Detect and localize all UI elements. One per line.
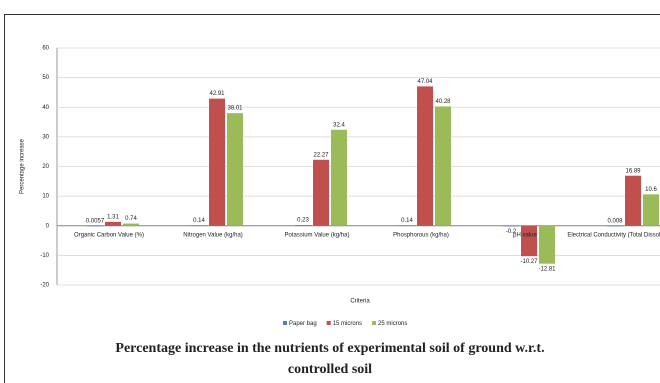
data-label: 40.28 <box>435 99 451 105</box>
y-tick-label: 40 <box>42 105 49 111</box>
caption-line-2: controlled soil <box>288 362 372 377</box>
y-tick-label: 0 <box>46 223 50 229</box>
data-label: 0.23 <box>297 218 309 224</box>
x-tick-label: Nitrogen Value (kg/ha) <box>183 232 243 238</box>
chart: -20 -10 0 10 20 30 40 50 60 Percentage increase Cr… <box>20 46 660 327</box>
legend-swatch <box>372 321 377 325</box>
y-tick-label: 20 <box>42 164 49 170</box>
bar <box>417 86 433 226</box>
y-tick-label: 10 <box>42 194 49 200</box>
bar <box>313 159 329 226</box>
bar <box>607 225 623 227</box>
legend-swatch <box>283 321 287 325</box>
bar <box>503 225 519 227</box>
bar <box>295 225 311 226</box>
bar <box>435 106 451 226</box>
data-label: 16.89 <box>625 168 641 174</box>
bar <box>539 225 555 264</box>
legend-swatch <box>326 321 331 325</box>
data-label: 32.4 <box>333 122 345 128</box>
bar <box>191 225 207 226</box>
x-tick-label: Potassium Value (kg/ha) <box>285 232 350 238</box>
data-label: 0.14 <box>401 218 413 224</box>
bar <box>643 194 659 226</box>
bar <box>625 175 641 226</box>
bar <box>227 113 243 226</box>
legend-label: 25 microns <box>378 321 407 327</box>
legend-label: Paper bag <box>289 321 317 327</box>
x-tick-label: Organic Carbon Value (%) <box>74 232 144 238</box>
data-label: 42.91 <box>209 91 225 97</box>
data-label: 0.0057 <box>86 218 105 224</box>
data-label: 22.27 <box>313 152 329 158</box>
data-label: 1.31 <box>107 214 119 220</box>
bar <box>105 221 121 226</box>
y-tick-label: 30 <box>42 134 49 140</box>
x-tick-label: Electrical Conductivity (Total Dissolved… <box>567 232 660 238</box>
y-tick-label: -20 <box>40 283 49 289</box>
data-label: 10.6 <box>645 187 657 193</box>
y-axis-label: Percentage increase <box>20 138 26 194</box>
bar <box>87 225 103 227</box>
x-axis-label: Criteria <box>350 299 370 305</box>
bar <box>209 98 225 226</box>
data-label: 0.14 <box>193 218 205 224</box>
bar <box>331 129 347 226</box>
bar <box>399 225 415 226</box>
y-tick-label: -10 <box>40 253 49 259</box>
y-tick-label: 60 <box>42 46 49 52</box>
data-label: -10.27 <box>520 259 538 265</box>
y-tick-label: 50 <box>42 75 49 81</box>
data-label: -12.81 <box>538 266 556 272</box>
caption-line-1: Percentage increase in the nutrients of … <box>115 341 544 356</box>
data-label: 0.74 <box>125 216 137 222</box>
data-label: 0.008 <box>607 218 623 224</box>
legend-label: 15 microns <box>333 321 362 327</box>
data-label: -0.2 <box>506 229 517 235</box>
x-tick-label: pH value <box>513 232 537 238</box>
x-tick-label: Phosphorous (kg/ha) <box>393 232 449 238</box>
frame <box>4 14 660 383</box>
data-label: 47.04 <box>417 79 433 85</box>
data-label: 38.01 <box>227 106 243 112</box>
bar <box>521 225 537 257</box>
bar <box>123 223 139 226</box>
